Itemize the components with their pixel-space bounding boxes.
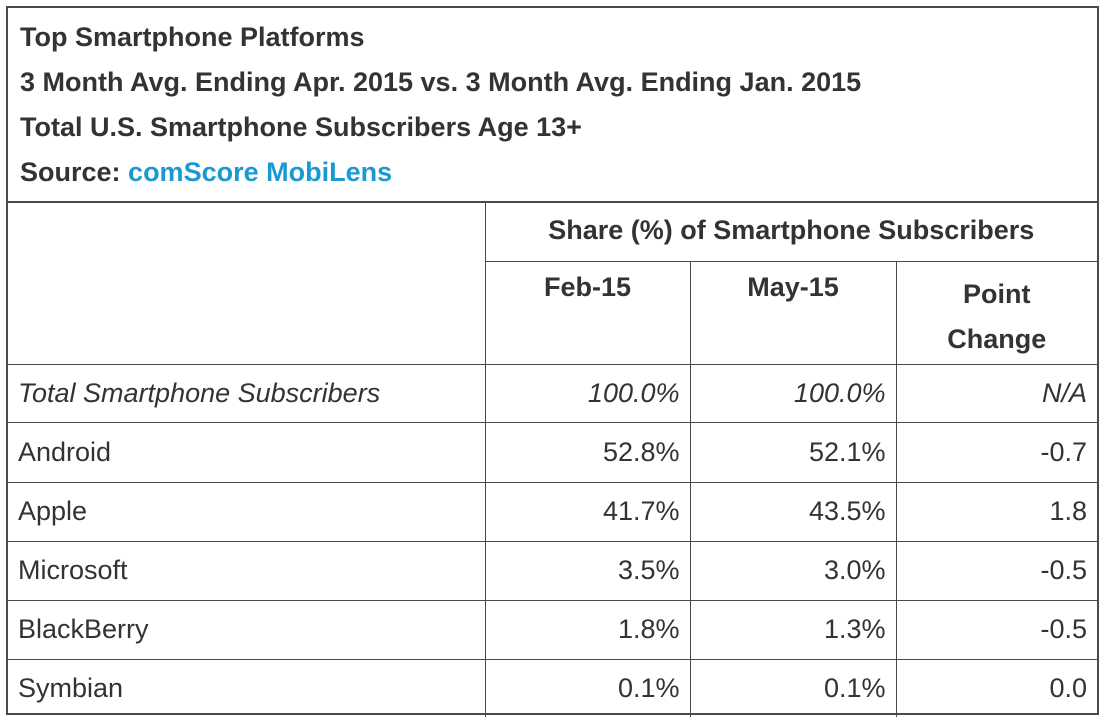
feb-value: 0.1% <box>484 658 691 717</box>
point-change-value: -0.5 <box>895 599 1098 660</box>
column-header-row: Feb-15 May-15 Point Change <box>8 260 1098 365</box>
may-value: 100.0% <box>689 363 897 423</box>
point-change-value: N/A <box>895 363 1098 423</box>
may-value: 0.1% <box>689 658 897 717</box>
feb-value: 41.7% <box>484 481 691 542</box>
row-label: BlackBerry <box>8 599 486 660</box>
may-value: 52.1% <box>689 421 897 483</box>
table-row: Apple 41.7% 43.5% 1.8 <box>8 481 1098 542</box>
source-link[interactable]: comScore MobiLens <box>128 157 393 187</box>
table-row: BlackBerry 1.8% 1.3% -0.5 <box>8 599 1098 660</box>
row-label: Microsoft <box>8 540 486 601</box>
table-row: Microsoft 3.5% 3.0% -0.5 <box>8 540 1098 601</box>
row-label: Android <box>8 421 486 483</box>
may-value: 43.5% <box>689 481 897 542</box>
feb-value: 52.8% <box>484 421 691 483</box>
group-header: Share (%) of Smartphone Subscribers <box>484 201 1098 262</box>
column-header-point-change: Point Change <box>895 260 1098 365</box>
row-label: Apple <box>8 481 486 542</box>
population-label: Total U.S. Smartphone Subscribers Age 13… <box>20 112 582 142</box>
table-row: Android 52.8% 52.1% -0.7 <box>8 421 1098 483</box>
point-change-value: -0.5 <box>895 540 1098 601</box>
point-change-value: 1.8 <box>895 481 1098 542</box>
table-subtitle: 3 Month Avg. Ending Apr. 2015 vs. 3 Mont… <box>20 67 862 97</box>
group-header-row: Share (%) of Smartphone Subscribers <box>8 201 1098 365</box>
column-header-may: May-15 <box>689 260 897 365</box>
platform-share-table: Share (%) of Smartphone Subscribers Feb-… <box>8 201 1098 717</box>
blank-header-cell <box>8 201 486 365</box>
may-value: 3.0% <box>689 540 897 601</box>
total-row: Total Smartphone Subscribers 100.0% 100.0%… <box>8 363 1098 423</box>
feb-value: 3.5% <box>484 540 691 601</box>
feb-value: 100.0% <box>484 363 691 423</box>
point-change-value: -0.7 <box>895 421 1098 483</box>
may-value: 1.3% <box>689 599 897 660</box>
row-label: Symbian <box>8 658 486 717</box>
platform-share-table-frame: Top Smartphone Platforms 3 Month Avg. En… <box>6 6 1099 717</box>
column-header-feb: Feb-15 <box>485 260 691 365</box>
table-row: Symbian 0.1% 0.1% 0.0 <box>8 658 1098 717</box>
feb-value: 1.8% <box>484 599 691 660</box>
point-change-value: 0.0 <box>895 658 1098 717</box>
point-change-line-1: Point <box>963 278 1031 309</box>
source-label: Source: <box>20 157 121 187</box>
table-title: Top Smartphone Platforms <box>20 22 365 52</box>
row-label: Total Smartphone Subscribers <box>8 363 486 423</box>
source-line: Source: comScore MobiLens <box>20 157 392 187</box>
point-change-line-2: Change <box>947 323 1047 354</box>
table-header-block: Top Smartphone Platforms 3 Month Avg. En… <box>8 8 1097 203</box>
